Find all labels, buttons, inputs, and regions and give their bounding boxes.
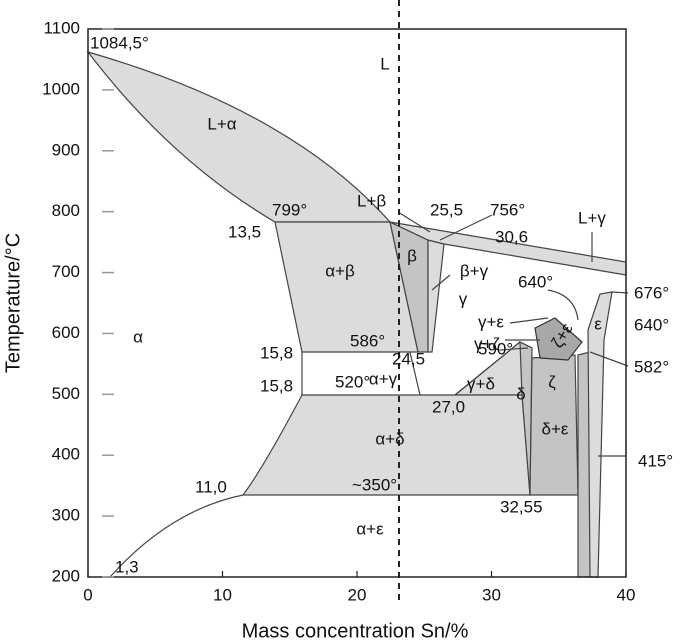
annotation: γ+δ bbox=[467, 374, 495, 393]
region-alpha-delta bbox=[241, 394, 531, 496]
region-l-alpha bbox=[86, 50, 392, 223]
y-axis-label: Temperature/°C bbox=[2, 233, 24, 373]
x-tick-label: 20 bbox=[348, 585, 367, 604]
annotation: 30,6 bbox=[495, 227, 528, 246]
annotation: L+α bbox=[207, 114, 236, 133]
arrow bbox=[431, 274, 451, 291]
y-tick-label: 300 bbox=[52, 506, 80, 525]
annotation: 676° bbox=[634, 283, 669, 302]
annotation: 13,5 bbox=[228, 222, 261, 241]
y-tick-label: 800 bbox=[52, 201, 80, 220]
arrow bbox=[439, 214, 493, 241]
annotation: 27,0 bbox=[432, 397, 465, 416]
x-tick-label: 10 bbox=[213, 585, 232, 604]
annotation: β+γ bbox=[460, 261, 489, 280]
annotation: 520° bbox=[335, 372, 370, 391]
arrow bbox=[499, 347, 529, 351]
y-tick-label: 900 bbox=[52, 140, 80, 159]
annotation: 15,8 bbox=[260, 343, 293, 362]
x-axis-label: Mass concentration Sn/% bbox=[242, 620, 469, 642]
region-zeta bbox=[534, 317, 583, 361]
annotation: 15,8 bbox=[260, 376, 293, 395]
annotation: α bbox=[133, 327, 143, 346]
annotation: δ bbox=[516, 384, 525, 403]
annotation: 756° bbox=[490, 200, 525, 219]
arrow bbox=[397, 211, 431, 233]
annotation: α+ε bbox=[356, 519, 384, 538]
y-tick-label: 400 bbox=[52, 445, 80, 464]
annotation: 586° bbox=[350, 331, 385, 350]
annotation: γ+ε bbox=[478, 312, 504, 331]
arrow bbox=[509, 317, 549, 324]
annotation: 640° bbox=[634, 315, 669, 334]
annotation: δ+ε bbox=[542, 419, 569, 438]
y-tick-label: 1100 bbox=[43, 18, 80, 37]
y-tick-label: 1000 bbox=[42, 79, 80, 98]
annotation: 799° bbox=[272, 200, 307, 219]
annotation: 32,55 bbox=[500, 497, 543, 516]
annotation: L bbox=[380, 54, 389, 73]
annotation: 640° bbox=[518, 272, 553, 291]
annotation: ζ bbox=[548, 372, 556, 391]
x-tick-label: 0 bbox=[83, 585, 92, 604]
region-epsilon bbox=[587, 291, 613, 578]
region-beta-gamma bbox=[427, 239, 445, 353]
annotation: β bbox=[407, 246, 417, 265]
arrows bbox=[397, 211, 629, 456]
annotation: α+δ bbox=[375, 429, 404, 448]
y-tick-label: 700 bbox=[52, 262, 80, 281]
annotation: 24,5 bbox=[392, 349, 425, 368]
annotation: 1084,5° bbox=[90, 33, 149, 52]
annotation: 25,5 bbox=[430, 200, 463, 219]
annotation: L+γ bbox=[578, 208, 606, 227]
phase-boundaries bbox=[109, 341, 521, 578]
annotation: α+β bbox=[325, 261, 355, 280]
annotation: α+γ bbox=[369, 369, 398, 388]
annotation: ~350° bbox=[352, 475, 397, 494]
annotation: 582° bbox=[634, 357, 669, 376]
arrow bbox=[589, 351, 629, 367]
annotation: 590° bbox=[478, 339, 513, 358]
annotation: 415° bbox=[638, 451, 673, 470]
y-tick-label: 200 bbox=[52, 566, 80, 585]
annotation: L+β bbox=[357, 191, 386, 210]
annotation: γ bbox=[459, 289, 468, 308]
annotation: ε bbox=[594, 314, 602, 333]
arrow bbox=[547, 289, 579, 321]
x-tick-label: 40 bbox=[617, 585, 636, 604]
y-tick-label: 500 bbox=[52, 384, 80, 403]
phase-regions bbox=[86, 50, 627, 578]
annotation: 11,0 bbox=[195, 477, 227, 496]
annotation: γ+ζ bbox=[474, 334, 500, 353]
x-tick-label: 30 bbox=[482, 585, 501, 604]
y-tick-label: 600 bbox=[52, 323, 80, 342]
annotation: 1,3 bbox=[115, 557, 139, 576]
